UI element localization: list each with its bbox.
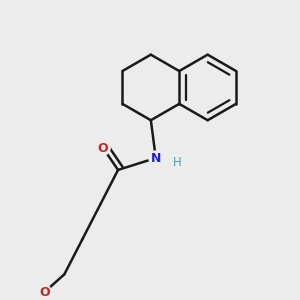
Circle shape bbox=[96, 141, 110, 155]
Text: H: H bbox=[173, 157, 182, 169]
Text: O: O bbox=[98, 142, 109, 154]
Text: O: O bbox=[39, 286, 50, 299]
Circle shape bbox=[149, 151, 163, 165]
Circle shape bbox=[38, 285, 52, 299]
Text: N: N bbox=[151, 152, 161, 164]
